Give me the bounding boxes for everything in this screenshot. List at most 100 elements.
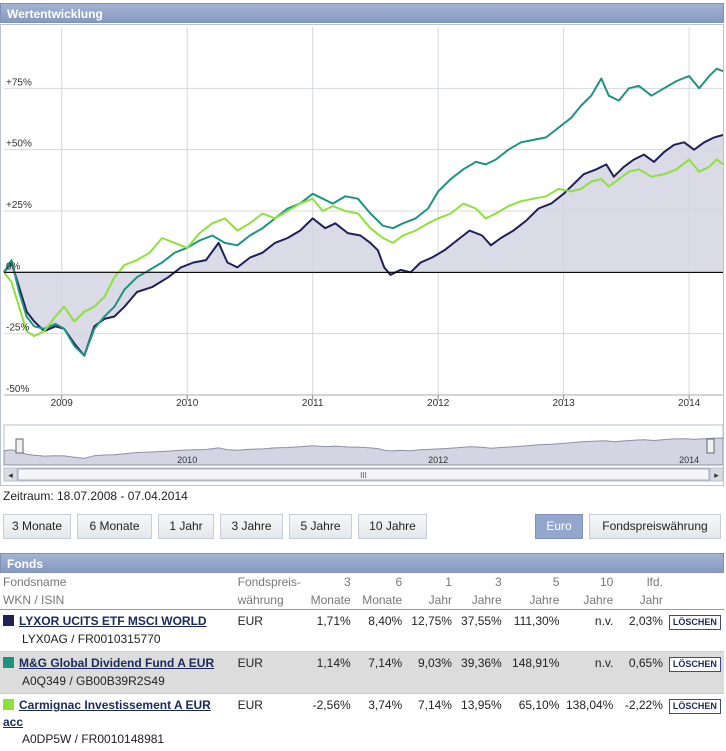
table-header-row-1: Fondsname Fondspreis- 3 6 1 3 5 10 lfd. [0,573,724,591]
header-3-jahre-top: 3 [495,575,502,589]
x-tick-label: 2011 [302,398,324,409]
series-area-0 [4,134,723,356]
fund-color-swatch [3,699,14,710]
header-3-monate-top: 3 [343,575,351,589]
header-fondspreis: Fondspreis- [237,575,301,589]
scroll-left-icon: ◂ [8,470,13,480]
fund-return-m3: 1,71% [303,609,354,631]
fund-wkn-isin: A0Q349 / GB00B39R2S49 [0,673,235,694]
header-lfd-bottom: Jahr [616,591,666,610]
y-tick-label: +25% [6,200,32,211]
fund-return-m6: 8,40% [353,609,406,631]
y-tick-label: +50% [6,139,32,150]
fund-return-y10: n.v. [562,609,617,631]
fund-color-swatch [3,615,14,626]
fund-return-y5: 111,30% [504,609,563,631]
currency-fund-button[interactable]: Fondspreiswährung [589,514,721,539]
y-tick-label: -25% [6,323,29,334]
header-waehrung: währung [234,591,304,610]
navigator-label: 2010 [177,455,197,465]
navigator-label: 2014 [679,455,699,465]
navigator-left-handle[interactable] [15,438,24,454]
header-3-monate-bottom: Monate [303,591,354,610]
period-6-monate-button[interactable]: 6 Monate [77,514,152,539]
series-line-1 [3,67,724,357]
period-5-jahre-button[interactable]: 5 Jahre [289,514,352,539]
scrollbar-thumb[interactable] [17,468,710,481]
header-1-jahr-bottom: Jahr [405,591,455,610]
fonds-panel-header: Fonds [0,553,724,573]
series-line-2 [3,158,724,338]
fund-currency: EUR [234,651,304,673]
fund-return-y1: 9,03% [405,651,455,673]
period-1-jahr-button[interactable]: 1 Jahr [158,514,214,539]
fund-return-y5: 65,10% [504,693,563,731]
fund-return-m3: -2,56% [303,693,354,731]
table-header-row-2: WKN / ISIN währung Monate Monate Jahr Ja… [0,591,724,610]
header-6-monate-top: 6 [395,575,403,589]
fund-return-y3: 37,55% [454,609,505,631]
fund-return-y10: n.v. [562,651,617,673]
table-row-ids: A0DP5W / FR0010148981 [0,731,724,751]
navigator-area [3,437,724,466]
x-tick-label: 2012 [427,398,450,409]
fund-return-m3: 1,14% [303,651,354,673]
scroll-left-button[interactable] [3,467,18,482]
header-lfd-top: lfd. [646,575,663,589]
fund-return-ytd: 2,03% [616,609,666,631]
table-row: M&G Global Dividend Fund A EUR EUR 1,14% 7,… [0,651,724,673]
zeitraum-label: Zeitraum: 18.07.2008 - 07.04.2014 [3,489,188,503]
table-row: Carmignac Investissement A EUR acc EUR -2,… [0,693,724,731]
header-5-jahre-bottom: Jahre [504,591,563,610]
x-tick-label: 2013 [553,398,576,409]
header-wkn-isin: WKN / ISIN [0,591,235,610]
header-1-jahr-top: 1 [445,575,452,589]
delete-fund-button[interactable]: LÖSCHEN [668,699,721,714]
delete-fund-button[interactable]: LÖSCHEN [668,615,721,630]
fund-return-m6: 3,74% [353,693,406,731]
x-tick-label: 2010 [176,398,199,409]
period-3-jahre-button[interactable]: 3 Jahre [220,514,283,539]
fund-wkn-isin: LYX0AG / FR0010315770 [22,632,161,646]
series-line-0 [3,133,724,357]
header-10-jahre-top: 10 [599,575,614,589]
chart-panel-title: Wertentwicklung [7,7,103,21]
fund-return-y1: 7,14% [405,693,455,731]
performance-chart: +75% +50% +25% 0% -25% -50% 2009 2010 2011 2012 20… [3,27,724,482]
header-fondsname: Fondsname [3,575,67,589]
scroll-grip-icon: III [360,471,367,480]
y-tick-label: +75% [6,77,32,88]
delete-fund-button[interactable]: LÖSCHEN [668,657,721,672]
table-row-ids: A0Q349 / GB00B39R2S49 [0,673,724,694]
table-row-ids: LYX0AG / FR0010315770 [0,631,724,652]
fonds-table: Fondsname Fondspreis- 3 6 1 3 5 10 lfd. … [0,573,724,751]
period-10-jahre-button[interactable]: 10 Jahre [358,514,427,539]
fund-name-link[interactable]: M&G Global Dividend Fund A EUR [19,656,215,670]
fund-return-y5: 148,91% [504,651,563,673]
fund-currency: EUR [234,609,304,631]
fund-return-ytd: -2,22% [616,693,666,731]
scroll-right-icon: ▸ [714,470,719,480]
fund-name-link[interactable]: Carmignac Investissement A EUR acc [3,698,211,729]
chart-container: +75% +50% +25% 0% -25% -50% 2009 2010 2011 2012 20… [0,24,724,486]
header-10-jahre-bottom: Jahre [562,591,617,610]
x-tick-label: 2009 [51,398,74,409]
chart-panel-header: Wertentwicklung [0,3,724,23]
fund-color-swatch [3,657,14,668]
x-tick-label: 2014 [678,398,701,409]
period-3-monate-button[interactable]: 3 Monate [3,514,71,539]
navigator-right-handle[interactable] [706,438,715,454]
fund-return-y3: 39,36% [454,651,505,673]
navigator-label: 2012 [428,455,448,465]
header-5-jahre-top: 5 [552,575,560,589]
fund-currency: EUR [234,693,304,731]
currency-euro-button[interactable]: Euro [535,514,583,539]
fund-return-ytd: 0,65% [616,651,666,673]
header-6-monate-bottom: Monate [353,591,406,610]
fund-name-link[interactable]: LYXOR UCITS ETF MSCI WORLD [19,614,207,628]
fund-return-y1: 12,75% [405,609,455,631]
fund-return-y3: 13,95% [454,693,505,731]
fund-wkn-isin: A0DP5W / FR0010148981 [22,732,165,746]
y-tick-label: 0% [6,261,21,272]
table-row: LYXOR UCITS ETF MSCI WORLD EUR 1,71% 8,40% 1… [0,609,724,631]
